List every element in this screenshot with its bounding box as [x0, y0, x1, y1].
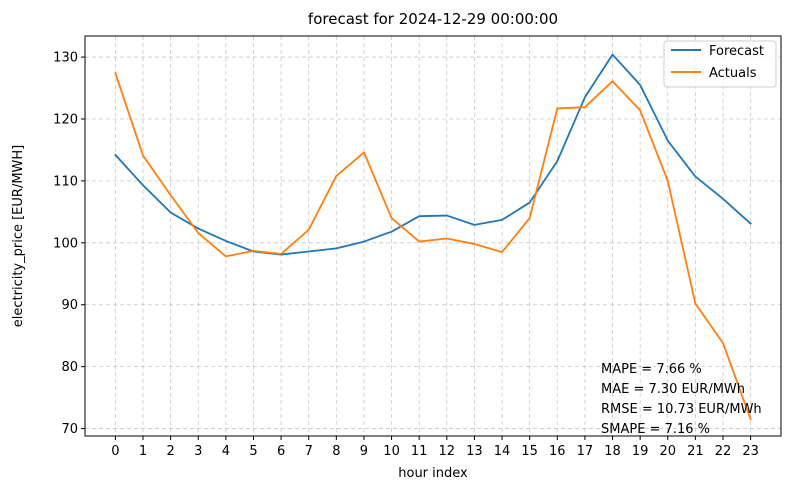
x-tick-label: 5	[249, 444, 257, 459]
y-tick-label: 90	[61, 298, 78, 313]
x-tick-label: 13	[466, 444, 483, 459]
y-axis-label: electricity_price [EUR/MWH]	[11, 145, 26, 327]
y-tick-label: 70	[61, 422, 78, 437]
x-tick-label: 9	[360, 444, 368, 459]
plot-area-frame	[84, 35, 782, 437]
chart-title: forecast for 2024-12-29 00:00:00	[308, 10, 558, 28]
x-tick-label: 7	[305, 444, 313, 459]
legend-box	[663, 40, 777, 88]
metric-smape: SMAPE = 7.16 %	[601, 422, 710, 437]
x-axis-ticks: 0 1 2 3 4 5 6 7 8 9 10 11 12 13 14 15 16 17 18 19 20 21 22 23	[111, 436, 759, 459]
x-tick-label: 8	[332, 444, 340, 459]
x-tick-label: 21	[687, 444, 704, 459]
x-axis-label: hour index	[398, 466, 468, 481]
x-tick-label: 1	[139, 444, 147, 459]
y-tick-label: 100	[53, 236, 78, 251]
x-tick-label: 14	[494, 444, 511, 459]
x-tick-label: 3	[194, 444, 202, 459]
x-tick-label: 18	[604, 444, 621, 459]
legend-label-actuals: Actuals	[709, 66, 757, 81]
legend: Forecast Actuals	[663, 40, 777, 88]
legend-label-forecast: Forecast	[709, 44, 764, 59]
metric-mae: MAE = 7.30 EUR/MWh	[601, 382, 745, 397]
x-tick-label: 12	[439, 444, 456, 459]
x-tick-label: 17	[577, 444, 594, 459]
x-tick-label: 0	[111, 444, 119, 459]
x-tick-label: 22	[715, 444, 732, 459]
y-axis-ticks: 70 80 90 100 110 120 130	[53, 51, 85, 437]
grid	[85, 36, 781, 436]
x-tick-label: 2	[166, 444, 174, 459]
x-tick-label: 10	[383, 444, 400, 459]
y-tick-label: 80	[61, 360, 78, 375]
metrics-annotation: MAPE = 7.66 % MAE = 7.30 EUR/MWh RMSE = …	[601, 362, 762, 437]
series-line-forecast	[114, 53, 752, 256]
x-tick-label: 16	[549, 444, 566, 459]
series-layer	[114, 53, 752, 421]
y-tick-label: 110	[53, 174, 78, 189]
x-tick-label: 19	[632, 444, 649, 459]
x-tick-label: 4	[222, 444, 230, 459]
x-tick-label: 6	[277, 444, 285, 459]
x-tick-label: 11	[411, 444, 428, 459]
x-tick-label: 20	[659, 444, 676, 459]
x-tick-label: 23	[742, 444, 759, 459]
y-tick-label: 120	[53, 112, 78, 127]
series-line-actuals	[114, 72, 752, 421]
x-tick-label: 15	[521, 444, 538, 459]
metric-rmse: RMSE = 10.73 EUR/MWh	[601, 402, 762, 417]
y-tick-label: 130	[53, 51, 78, 66]
metric-mape: MAPE = 7.66 %	[601, 362, 702, 377]
